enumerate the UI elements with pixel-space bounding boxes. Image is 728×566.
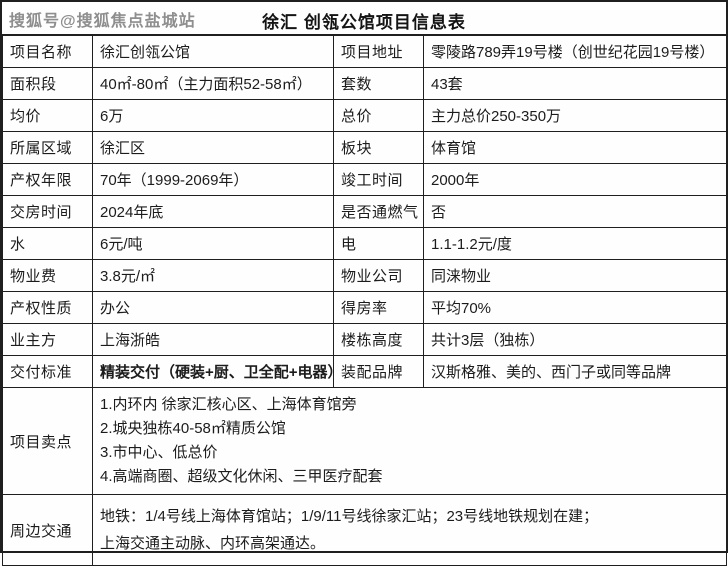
selling-point-line: 4.高端商圈、超级文化休闲、三甲医疗配套 xyxy=(100,468,383,485)
field-label: 楼栋高度 xyxy=(333,323,424,356)
field-label: 物业费 xyxy=(2,259,93,292)
field-label: 物业公司 xyxy=(333,259,424,292)
field-label: 板块 xyxy=(333,131,424,164)
table-row: 面积段 40㎡-80㎡（主力面积52-58㎡） 套数 43套 xyxy=(2,67,727,100)
table-row: 交房时间 2024年底 是否通燃气 否 xyxy=(2,195,727,228)
field-label: 产权性质 xyxy=(2,291,93,324)
field-value: 70年（1999-2069年） xyxy=(92,163,334,196)
table-row: 物业费 3.8元/㎡ 物业公司 同涞物业 xyxy=(2,259,727,292)
field-label: 得房率 xyxy=(333,291,424,324)
field-value: 40㎡-80㎡（主力面积52-58㎡） xyxy=(92,67,334,100)
field-value: 办公 xyxy=(92,291,334,324)
field-label: 产权年限 xyxy=(2,163,93,196)
table-row: 均价 6万 总价 主力总价250-350万 xyxy=(2,99,727,132)
sohu-watermark: 搜狐号@搜狐焦点盐城站 xyxy=(9,13,196,30)
selling-point-line: 3.市中心、低总价 xyxy=(100,444,218,461)
field-value: 零陵路789弄19号楼（创世纪花园19号楼） xyxy=(423,35,727,68)
project-info-table: 项目名称 徐汇创瓴公馆 项目地址 零陵路789弄19号楼（创世纪花园19号楼） … xyxy=(2,35,727,566)
field-label: 交房时间 xyxy=(2,195,93,228)
field-value: 1.1-1.2元/度 xyxy=(423,227,727,260)
field-value: 否 xyxy=(423,195,727,228)
table-header: 搜狐号@搜狐焦点盐城站 徐汇 创瓴公馆项目信息表 xyxy=(2,2,726,35)
field-value: 上海浙皓 xyxy=(92,323,334,356)
transport-line: 地铁：1/4号线上海体育馆站；1/9/11号线徐家汇站；23号线地铁规划在建； xyxy=(100,508,599,525)
selling-points-row: 项目卖点 1.内环内 徐家汇核心区、上海体育馆旁 2.城央独栋40-58㎡精质公… xyxy=(2,387,727,495)
field-label: 均价 xyxy=(2,99,93,132)
table-row: 交付标准 精装交付（硬装+厨、卫全配+电器） 装配品牌 汉斯格雅、美的、西门子或… xyxy=(2,355,727,388)
field-label: 竣工时间 xyxy=(333,163,424,196)
table-row: 产权年限 70年（1999-2069年） 竣工时间 2000年 xyxy=(2,163,727,196)
table-row: 所属区域 徐汇区 板块 体育馆 xyxy=(2,131,727,164)
field-label: 是否通燃气 xyxy=(333,195,424,228)
field-value: 平均70% xyxy=(423,291,727,324)
field-value: 2000年 xyxy=(423,163,727,196)
field-label: 电 xyxy=(333,227,424,260)
field-value: 徐汇创瓴公馆 xyxy=(92,35,334,68)
selling-point-line: 2.城央独栋40-58㎡精质公馆 xyxy=(100,420,286,437)
table-row: 业主方 上海浙皓 楼栋高度 共计3层（独栋） xyxy=(2,323,727,356)
field-label: 项目名称 xyxy=(2,35,93,68)
field-label: 水 xyxy=(2,227,93,260)
transport-row: 周边交通 地铁：1/4号线上海体育馆站；1/9/11号线徐家汇站；23号线地铁规… xyxy=(2,494,727,566)
field-value: 体育馆 xyxy=(423,131,727,164)
field-label: 套数 xyxy=(333,67,424,100)
field-label: 总价 xyxy=(333,99,424,132)
field-value: 徐汇区 xyxy=(92,131,334,164)
transport-line: 上海交通主动脉、内环高架通达。 xyxy=(100,535,326,552)
transport-value: 地铁：1/4号线上海体育馆站；1/9/11号线徐家汇站；23号线地铁规划在建； … xyxy=(92,494,727,566)
field-label: 项目地址 xyxy=(333,35,424,68)
selling-points-value: 1.内环内 徐家汇核心区、上海体育馆旁 2.城央独栋40-58㎡精质公馆 3.市… xyxy=(92,387,727,495)
table-row: 项目名称 徐汇创瓴公馆 项目地址 零陵路789弄19号楼（创世纪花园19号楼） xyxy=(2,35,727,68)
field-label: 面积段 xyxy=(2,67,93,100)
table-row: 产权性质 办公 得房率 平均70% xyxy=(2,291,727,324)
field-value: 汉斯格雅、美的、西门子或同等品牌 xyxy=(423,355,727,388)
field-value: 6万 xyxy=(92,99,334,132)
selling-point-line: 1.内环内 徐家汇核心区、上海体育馆旁 xyxy=(100,396,357,413)
field-value: 3.8元/㎡ xyxy=(92,259,334,292)
field-label: 交付标准 xyxy=(2,355,93,388)
field-value: 精装交付（硬装+厨、卫全配+电器） xyxy=(92,355,334,388)
field-value: 2024年底 xyxy=(92,195,334,228)
field-value: 6元/吨 xyxy=(92,227,334,260)
field-label: 周边交通 xyxy=(2,494,93,566)
field-label: 业主方 xyxy=(2,323,93,356)
field-label: 所属区域 xyxy=(2,131,93,164)
table-row: 水 6元/吨 电 1.1-1.2元/度 xyxy=(2,227,727,260)
field-value: 共计3层（独栋） xyxy=(423,323,727,356)
field-label: 装配品牌 xyxy=(333,355,424,388)
field-value: 43套 xyxy=(423,67,727,100)
field-value: 同涞物业 xyxy=(423,259,727,292)
page-title: 徐汇 创瓴公馆项目信息表 xyxy=(262,13,466,32)
field-label: 项目卖点 xyxy=(2,387,93,495)
field-value: 主力总价250-350万 xyxy=(423,99,727,132)
